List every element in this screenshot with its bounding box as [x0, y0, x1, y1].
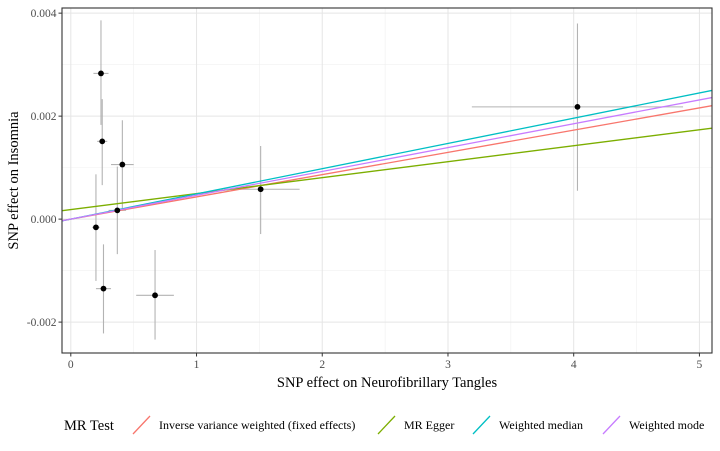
data-layer: [62, 20, 712, 340]
regression-line: [62, 89, 712, 222]
x-tick-label: 0: [68, 359, 74, 371]
legend-key-line: [472, 415, 491, 435]
grid-lines: [62, 8, 712, 353]
legend-key-line: [602, 415, 621, 435]
regression-line: [62, 96, 712, 222]
snp-point: [119, 161, 126, 168]
regression-line: [62, 127, 712, 212]
y-tick-label: 0.002: [31, 111, 57, 123]
axes: 0 1 2 3 4 5 -0.002 0.000 0.002 0.004: [27, 8, 703, 371]
x-tick-label: 3: [445, 359, 451, 371]
legend-key-line: [132, 415, 151, 435]
snp-point: [100, 285, 107, 292]
snp-point: [152, 292, 158, 299]
snp-point: [114, 207, 121, 214]
panel-background: [62, 8, 712, 353]
x-tick-label: 2: [319, 359, 325, 371]
x-tick-label: 4: [571, 359, 577, 371]
y-axis-title: SNP effect on Insomnia: [6, 111, 22, 250]
legend: MR Test Inverse variance weighted (fixed…: [64, 415, 704, 435]
snp-point: [99, 138, 106, 145]
y-tick-label: 0.000: [31, 214, 57, 226]
snp-point: [98, 70, 104, 77]
y-tick-label: 0.004: [31, 8, 57, 20]
x-tick-label: 1: [194, 359, 200, 371]
snp-point: [257, 186, 264, 193]
legend-label: Weighted mode: [629, 418, 704, 432]
legend-label: MR Egger: [404, 418, 454, 432]
legend-label: Weighted median: [499, 418, 583, 432]
x-tick-label: 5: [697, 359, 703, 371]
snp-point: [93, 224, 99, 231]
legend-label: Inverse variance weighted (fixed effects…: [159, 418, 355, 432]
x-axis-title: SNP effect on Neurofibrillary Tangles: [277, 375, 498, 391]
y-tick-label: -0.002: [27, 317, 57, 329]
legend-key-line: [377, 415, 396, 435]
regression-line: [62, 105, 712, 222]
panel-border: [61, 7, 713, 354]
snp-point: [574, 103, 581, 110]
legend-title: MR Test: [64, 418, 114, 434]
